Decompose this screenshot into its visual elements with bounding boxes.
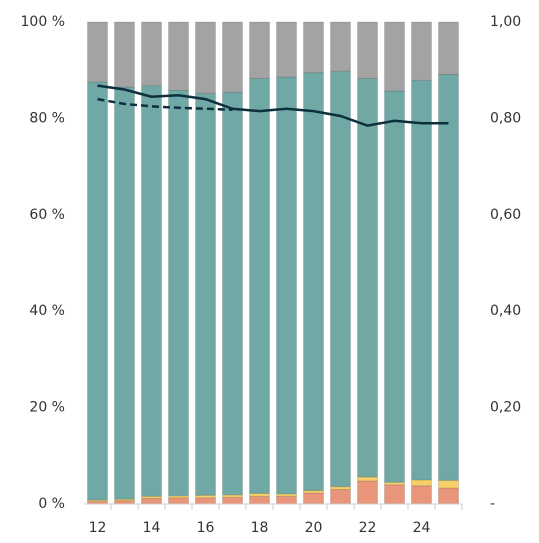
y2-tick-label: 1,00 (490, 14, 521, 30)
x-tick-label: 18 (251, 520, 269, 536)
x-tick-label: 24 (413, 520, 431, 536)
bar-segment (168, 89, 189, 497)
bar-segment (438, 487, 459, 505)
line (97, 84, 449, 127)
bar-segment (330, 70, 351, 488)
y2-tick-label: 0,80 (490, 110, 521, 126)
bar-segment (141, 21, 162, 87)
bar-segment (141, 497, 162, 505)
bar-segment (330, 21, 351, 72)
bar-segment (384, 90, 405, 483)
bar-segment (195, 497, 216, 505)
bar-segment (222, 91, 243, 496)
bar-segment (438, 21, 459, 76)
bar-segment (438, 74, 459, 481)
bar-segment (438, 479, 459, 489)
x-tick-label: 16 (197, 520, 215, 536)
bar-segment (114, 500, 135, 505)
y-tick-label: 0 % (38, 496, 65, 512)
bar-segment (276, 495, 297, 505)
bar-segment (168, 21, 189, 91)
bar-segment (276, 76, 297, 495)
bar-segment (222, 21, 243, 93)
line (97, 97, 233, 111)
bar-segment (141, 85, 162, 497)
bar-segment (303, 492, 324, 505)
x-tick-label: 20 (305, 520, 323, 536)
bar-segment (168, 497, 189, 505)
y-tick-label: 40 % (29, 303, 65, 319)
bar-segment (384, 484, 405, 505)
x-tick-label: 12 (89, 520, 107, 536)
bar-segment (357, 21, 378, 79)
bar-segment (195, 92, 216, 496)
bar-segment (303, 21, 324, 74)
bar-segment (411, 479, 432, 487)
y-tick-label: 20 % (29, 400, 65, 416)
y-tick-label: 80 % (29, 110, 65, 126)
bar-segment (114, 21, 135, 88)
x-tick-label: 14 (143, 520, 161, 536)
y2-tick-label: 0,20 (490, 400, 521, 416)
y-tick-label: 100 % (21, 14, 65, 30)
bar-segment (411, 485, 432, 505)
bar-segment (357, 476, 378, 482)
bar-segment (249, 21, 270, 79)
y-tick-label: 60 % (29, 207, 65, 223)
x-tick-label: 22 (359, 520, 377, 536)
bar-segment (195, 21, 216, 94)
bar-segment (357, 77, 378, 478)
y2-tick-label: - (490, 496, 495, 512)
bar-segment (411, 79, 432, 481)
bar-segment (249, 495, 270, 505)
y2-tick-label: 0,60 (490, 207, 521, 223)
bar-segment (384, 21, 405, 92)
bar-segment (276, 21, 297, 78)
bar-segment (411, 21, 432, 81)
y2-tick-label: 0,40 (490, 303, 521, 319)
bar-segment (87, 81, 108, 501)
bar-segment (222, 496, 243, 505)
bar-segment (330, 489, 351, 505)
bar-segment (357, 480, 378, 505)
bar-segment (87, 21, 108, 83)
bar-segment (303, 72, 324, 492)
bar-segment (249, 77, 270, 494)
bar-segment (114, 86, 135, 500)
